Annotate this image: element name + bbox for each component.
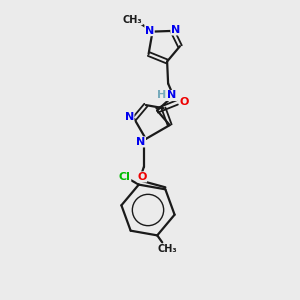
- Text: CH₃: CH₃: [123, 15, 142, 25]
- Text: N: N: [167, 91, 177, 100]
- Text: CH₃: CH₃: [158, 244, 177, 254]
- Text: O: O: [179, 98, 189, 107]
- Text: N: N: [124, 112, 134, 122]
- Text: Cl: Cl: [119, 172, 131, 182]
- Text: N: N: [171, 25, 180, 35]
- Text: N: N: [145, 26, 154, 36]
- Text: O: O: [137, 172, 146, 182]
- Text: H: H: [158, 91, 167, 100]
- Text: N: N: [136, 137, 146, 147]
